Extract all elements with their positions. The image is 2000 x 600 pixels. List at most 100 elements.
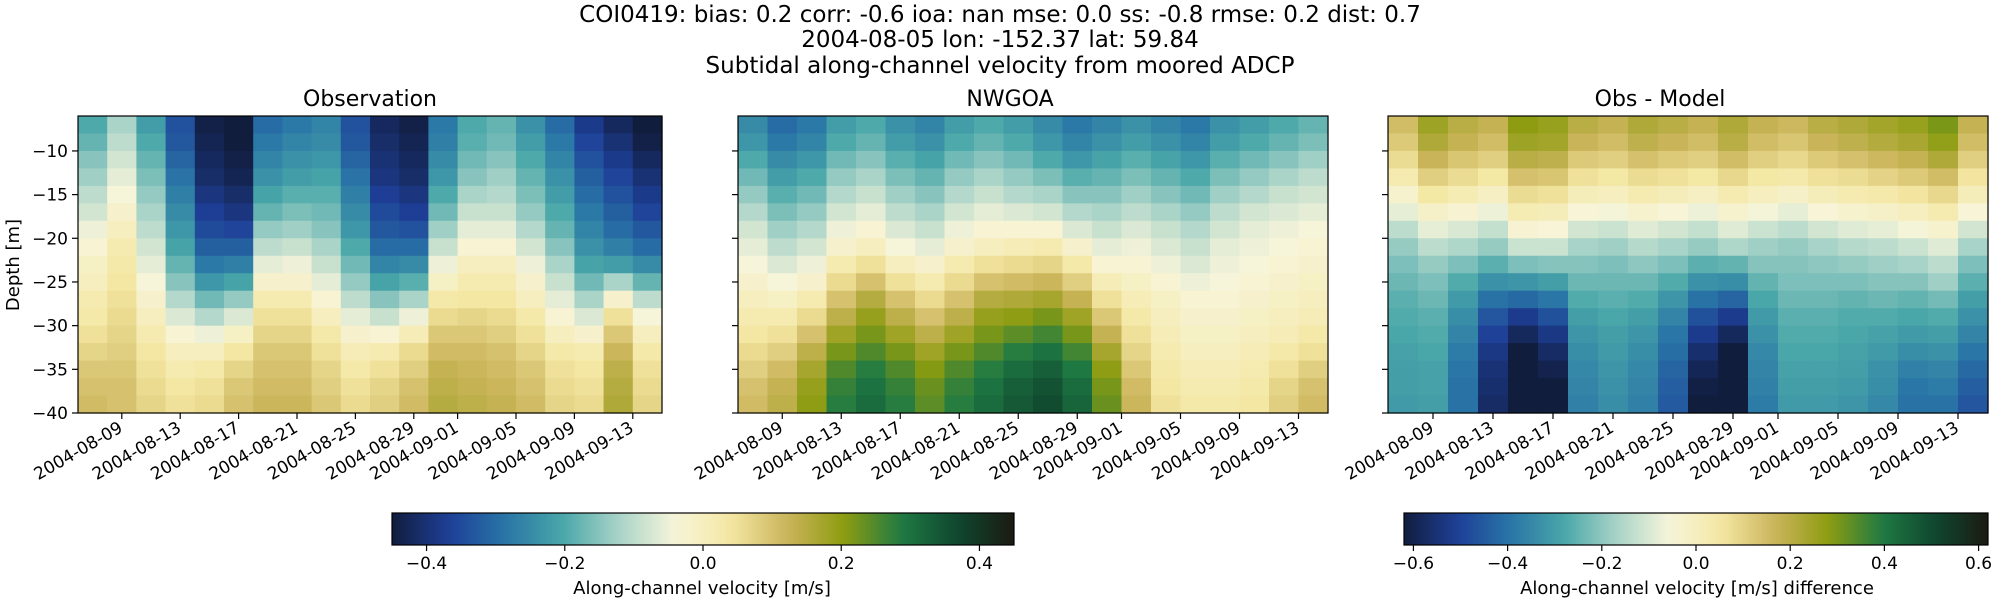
- heatmap-cell: [1748, 343, 1779, 362]
- heatmap-cell: [1092, 203, 1123, 222]
- heatmap-cell: [1508, 255, 1539, 274]
- heatmap-cell: [1868, 378, 1899, 397]
- heatmap-cell: [1838, 273, 1869, 292]
- heatmap-cell: [1121, 220, 1152, 239]
- heatmap-cell: [1598, 238, 1629, 257]
- heatmap-cell: [1658, 273, 1689, 292]
- heatmap-cell: [1180, 168, 1211, 187]
- heatmap-cell: [1388, 290, 1419, 309]
- heatmap-cell: [1151, 133, 1182, 152]
- heatmap-cell: [1868, 273, 1899, 292]
- heatmap-cell: [1808, 185, 1839, 204]
- heatmap-cell: [340, 255, 371, 274]
- heatmap-cell: [107, 116, 137, 135]
- heatmap-cell: [428, 290, 459, 309]
- heatmap-cell: [738, 360, 769, 379]
- heatmap-cell: [1928, 325, 1959, 344]
- heatmap-cell: [944, 150, 975, 170]
- heatmap-cell: [1928, 343, 1959, 362]
- heatmap-cell: [1868, 290, 1899, 309]
- axes-frame: [737, 115, 1329, 414]
- heatmap-cell: [1180, 150, 1211, 170]
- heatmap-cell: [165, 220, 196, 239]
- heatmap-cell: [1180, 395, 1211, 414]
- heatmap-cell: [885, 238, 916, 257]
- heatmap-cell: [826, 185, 857, 204]
- heatmap-cell: [1121, 133, 1152, 152]
- heatmap-cell: [856, 360, 887, 379]
- heatmap-cell: [1538, 150, 1569, 170]
- heatmap-cell: [826, 395, 857, 414]
- heatmap-cell: [516, 255, 546, 274]
- heatmap-cell: [457, 325, 488, 344]
- heatmap-cell: [1868, 185, 1899, 204]
- heatmap-cell: [1388, 168, 1419, 187]
- heatmap-cell: [1868, 308, 1899, 327]
- heatmap-cell: [1269, 378, 1300, 397]
- heatmap-cell: [1658, 255, 1689, 274]
- heatmap-cell: [1121, 325, 1152, 344]
- heatmap-cell: [856, 238, 887, 257]
- heatmap-cell: [1121, 273, 1152, 292]
- heatmap-cell: [1658, 378, 1689, 397]
- heatmap-cell: [1748, 290, 1779, 309]
- heatmap-cell: [136, 220, 167, 239]
- heatmap-cell: [253, 168, 283, 187]
- heatmap-cell: [944, 255, 975, 274]
- heatmap-cell: [632, 238, 663, 257]
- heatmap-cell: [1092, 133, 1123, 152]
- heatmap-cell: [428, 273, 459, 292]
- heatmap-cell: [1838, 360, 1869, 379]
- heatmap-cell: [370, 238, 400, 257]
- heatmap-cell: [1808, 133, 1839, 152]
- heatmap-cell: [1269, 395, 1300, 414]
- heatmap-cell: [1298, 203, 1329, 222]
- heatmap-cell: [282, 133, 313, 152]
- heatmap-cell: [1033, 378, 1064, 397]
- heatmap-cell: [311, 133, 342, 152]
- heatmap-cell: [1928, 378, 1959, 397]
- heatmap-cell: [224, 133, 254, 152]
- heatmap-cell: [1538, 343, 1569, 362]
- heatmap-cell: [1062, 255, 1093, 274]
- heatmap-cell: [282, 290, 313, 309]
- heatmap-cell: [1958, 133, 1989, 152]
- heatmap-cell: [797, 203, 828, 222]
- heatmap-cell: [1688, 378, 1719, 397]
- heatmap-cell: [1448, 360, 1479, 379]
- heatmap-cell: [1568, 273, 1599, 292]
- heatmap-cell: [1062, 185, 1093, 204]
- heatmap-cell: [1568, 168, 1599, 187]
- heatmap-cell: [1538, 308, 1569, 327]
- heatmap-cell: [1568, 395, 1599, 414]
- heatmap-cell: [632, 220, 663, 239]
- heatmap-cell: [1033, 308, 1064, 327]
- heatmap-cell: [1748, 133, 1779, 152]
- heatmap-cell: [1598, 273, 1629, 292]
- heatmap-cell: [632, 150, 663, 170]
- heatmap-cell: [399, 203, 429, 222]
- heatmap-cell: [767, 343, 798, 362]
- heatmap-cell: [632, 255, 663, 274]
- heatmap-cell: [885, 395, 916, 414]
- heatmap-cell: [282, 378, 313, 397]
- heatmap-cell: [1033, 290, 1064, 309]
- figure-title-line-1: COI0419: bias: 0.2 corr: -0.6 ioa: nan m…: [579, 2, 1421, 28]
- heatmap-cell: [738, 290, 769, 309]
- heatmap-cell: [1151, 150, 1182, 170]
- heatmap-cell: [1718, 395, 1749, 414]
- heatmap-cell: [738, 185, 769, 204]
- heatmap-cell: [1628, 168, 1659, 187]
- heatmap-cell: [194, 168, 225, 187]
- heatmap-cell: [1121, 150, 1152, 170]
- heatmap-cell: [1121, 238, 1152, 257]
- heatmap-cell: [340, 360, 371, 379]
- heatmap-observation: [78, 116, 663, 414]
- heatmap-cell: [486, 150, 517, 170]
- colorbar-tick-label: −0.6: [1393, 554, 1434, 574]
- heatmap-cell: [194, 343, 225, 362]
- colorbar-tick-label: 0.6: [1965, 554, 1992, 574]
- heatmap-cell: [1628, 273, 1659, 292]
- heatmap-cell: [1658, 343, 1689, 362]
